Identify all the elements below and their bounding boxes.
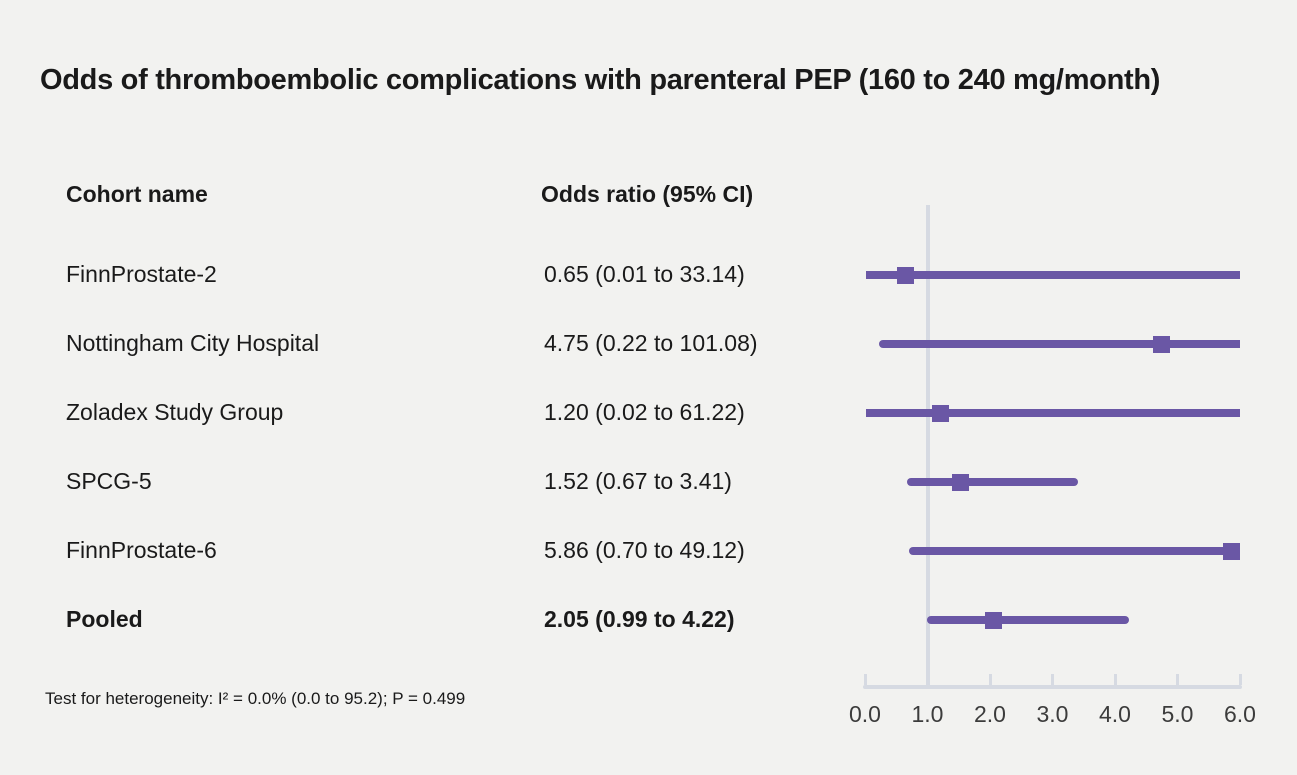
row-label: Nottingham City Hospital (66, 330, 320, 356)
x-axis-tick (1176, 674, 1179, 685)
column-header-odds-ratio: Odds ratio (95% CI) (541, 181, 754, 207)
row-or-value: 2.05 (0.99 to 4.22) (544, 606, 735, 632)
point-estimate-marker (1153, 335, 1171, 353)
row-or-value: 1.52 (0.67 to 3.41) (544, 468, 732, 494)
row-or-value: 0.65 (0.01 to 33.14) (544, 261, 745, 287)
point-estimate-marker (897, 266, 915, 284)
x-axis-tick (988, 674, 992, 685)
ci-line (878, 340, 1240, 348)
x-axis-tick-label: 5.0 (1161, 701, 1194, 727)
x-axis-tick (1238, 674, 1242, 685)
row-label: Pooled (66, 606, 143, 632)
row-or-value: 1.20 (0.02 to 61.22) (544, 399, 745, 425)
x-axis-tick (1113, 674, 1117, 685)
ci-line (926, 616, 1129, 624)
x-axis-line (863, 685, 1242, 689)
point-estimate-marker (931, 404, 949, 422)
row-label: Zoladex Study Group (66, 399, 284, 425)
chart-title: Odds of thromboembolic complications wit… (40, 64, 1161, 96)
x-axis-tick (1051, 674, 1054, 685)
row-label: FinnProstate-2 (66, 261, 217, 287)
ci-line (906, 478, 1079, 486)
x-axis-tick-label: 6.0 (1224, 701, 1256, 727)
x-axis-tick (863, 674, 867, 685)
heterogeneity-footnote: Test for heterogeneity: I² = 0.0% (0.0 t… (45, 689, 466, 708)
pooled-point-marker (984, 611, 1002, 629)
x-axis-tick-label: 3.0 (1036, 701, 1069, 727)
ci-line (866, 409, 1240, 417)
row-label: FinnProstate-6 (66, 537, 217, 563)
reference-line (925, 205, 930, 689)
row-or-value: 4.75 (0.22 to 101.08) (544, 330, 758, 356)
ci-line (865, 271, 1240, 279)
x-axis-tick-label: 0.0 (849, 701, 881, 727)
x-axis-tick-label: 4.0 (1099, 701, 1131, 727)
row-or-value: 5.86 (0.70 to 49.12) (544, 537, 745, 563)
row-label: SPCG-5 (66, 468, 152, 494)
x-axis-tick-label: 1.0 (911, 701, 944, 727)
x-axis-tick-label: 2.0 (974, 701, 1006, 727)
column-header-cohort: Cohort name (66, 181, 208, 207)
point-estimate-marker (951, 473, 969, 491)
point-estimate-marker (1222, 542, 1240, 560)
ci-line (908, 547, 1240, 555)
